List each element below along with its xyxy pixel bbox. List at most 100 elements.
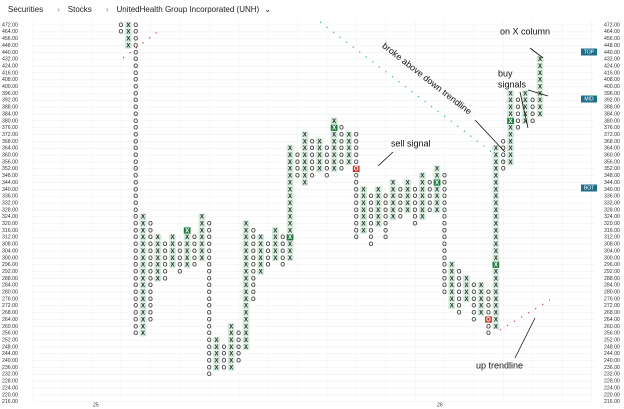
y-tick-label: 336.00 [604, 194, 620, 200]
box [374, 206, 382, 214]
o-glyph: O [133, 160, 138, 166]
box [154, 261, 162, 268]
o-glyph: O [398, 215, 403, 221]
x-glyph: X [509, 98, 513, 104]
y-tick-label: 316.00 [2, 228, 18, 234]
x-glyph: X [126, 37, 130, 43]
o-glyph: O [236, 345, 241, 351]
o-glyph: O [310, 167, 315, 173]
box [507, 104, 514, 111]
o-glyph: O [251, 228, 256, 234]
x-glyph: X [141, 263, 145, 269]
box [154, 234, 162, 241]
y-tick-label: 224.00 [2, 385, 18, 391]
crumb-link[interactable]: UnitedHealth Group Incorporated (UNH) [116, 4, 260, 14]
y-tick-label: 260.00 [604, 324, 620, 330]
x-glyph: X [215, 338, 219, 344]
o-glyph: O [148, 222, 153, 228]
x-glyph: X [391, 208, 395, 214]
x-glyph: X [200, 222, 204, 228]
box [404, 199, 412, 207]
y-tick-label: 332.00 [2, 200, 18, 206]
y-tick-label: 432.00 [2, 57, 18, 63]
x-glyph: X [244, 331, 248, 337]
box [477, 309, 485, 316]
box [507, 124, 514, 131]
y-tick-label: 376.00 [604, 125, 620, 131]
o-glyph: O [251, 249, 256, 255]
o-glyph: O [207, 311, 212, 317]
y-tick-label: 300.00 [2, 255, 18, 261]
y-tick-label: 392.00 [604, 98, 620, 104]
box [286, 199, 294, 207]
o-glyph: O [251, 269, 256, 275]
x-glyph: X [494, 235, 498, 241]
o-glyph: O [251, 283, 256, 289]
box [345, 158, 353, 166]
o-glyph: O [207, 365, 212, 371]
box [183, 254, 191, 262]
x-glyph: X [288, 180, 292, 186]
x-glyph: X [288, 153, 292, 159]
x-glyph: X [185, 235, 189, 241]
o-glyph: O [310, 160, 315, 166]
o-glyph: O [177, 263, 182, 269]
o-glyph: O [207, 222, 212, 228]
o-glyph: O [457, 276, 462, 282]
x-glyph: X [376, 194, 380, 200]
box [316, 158, 323, 166]
crumb-link[interactable]: Stocks [67, 4, 92, 14]
x-glyph: X [141, 311, 145, 317]
x-glyph: X [362, 222, 366, 228]
o-glyph: O [163, 242, 168, 248]
x-glyph: X [141, 304, 145, 310]
o-glyph: O [207, 331, 212, 337]
x-glyph: X [494, 187, 498, 193]
o-glyph: O [486, 331, 491, 337]
o-glyph: O [354, 167, 359, 173]
o-glyph: O [133, 242, 138, 248]
x-glyph: X [288, 194, 292, 200]
box [242, 309, 250, 316]
box [492, 316, 500, 323]
box [536, 97, 544, 104]
o-glyph: O [133, 132, 138, 138]
x-glyph: X [126, 23, 130, 29]
x-glyph: X [435, 180, 439, 186]
crumb-link[interactable]: Securities [8, 4, 44, 14]
x-glyph: X [244, 324, 248, 330]
x-glyph: X [288, 242, 292, 248]
x-glyph: X [141, 256, 145, 262]
x-glyph: X [538, 57, 542, 63]
box [492, 282, 500, 289]
box [227, 330, 235, 337]
x-glyph: X [244, 249, 248, 255]
o-glyph: O [442, 201, 447, 207]
x-glyph: X [244, 228, 248, 234]
x-glyph: X [362, 228, 366, 234]
box [169, 247, 176, 255]
box [389, 193, 397, 200]
o-glyph: O [354, 194, 359, 200]
box [389, 179, 397, 186]
o-glyph: O [133, 249, 138, 255]
y-tick-label: 320.00 [2, 221, 18, 227]
x-glyph: X [435, 174, 439, 180]
o-glyph: O [266, 256, 271, 262]
o-glyph: O [133, 105, 138, 111]
y-tick-label: 400.00 [2, 84, 18, 90]
box [286, 247, 294, 255]
box [448, 261, 456, 268]
o-glyph: O [133, 304, 138, 310]
o-glyph: O [148, 256, 153, 262]
o-glyph: O [133, 222, 138, 228]
box [124, 21, 132, 29]
box [316, 165, 323, 172]
o-glyph: O [324, 160, 329, 166]
box [360, 220, 367, 227]
o-glyph: O [251, 297, 256, 303]
y-tick-label: 328.00 [604, 207, 620, 213]
x-glyph: X [509, 126, 513, 132]
box [374, 186, 382, 193]
y-tick-label: 232.00 [2, 372, 18, 378]
